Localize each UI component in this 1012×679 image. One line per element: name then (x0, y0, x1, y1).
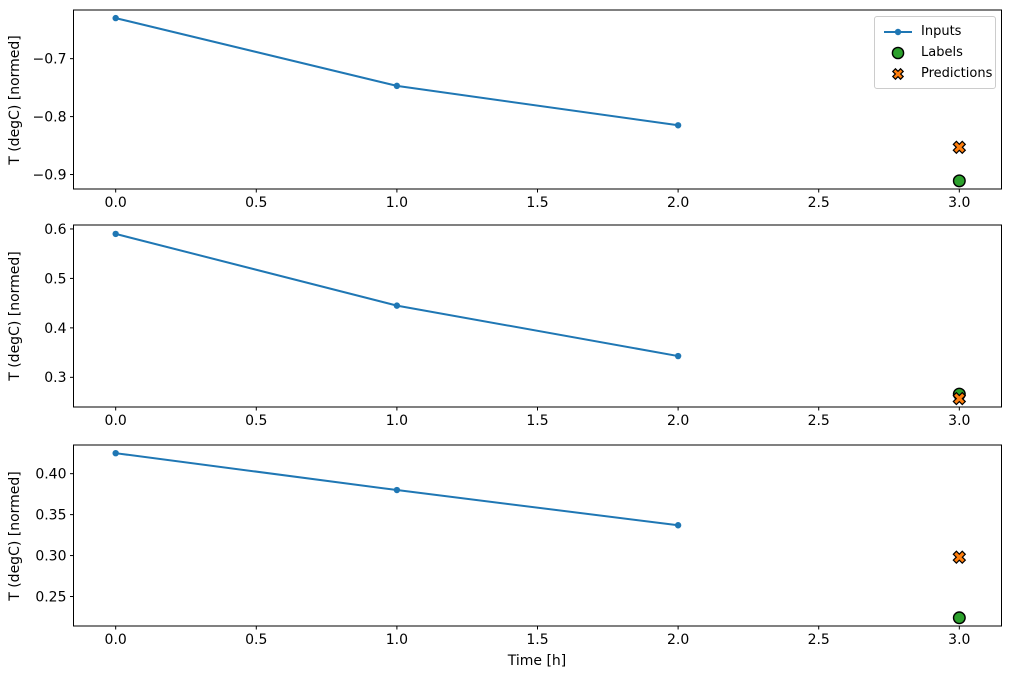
x-tick-label: 2.5 (808, 632, 830, 648)
y-tick-label: 0.35 (35, 508, 66, 524)
inputs-line (115, 232, 679, 358)
inputs-marker (674, 522, 682, 529)
x-tick-label: 0.0 (105, 195, 127, 211)
axes-frame (73, 9, 1002, 190)
y-tick-label: 0.5 (44, 271, 66, 287)
predictions-marker (952, 140, 967, 155)
legend: Inputs Labels Predictions (874, 16, 996, 89)
inputs-marker (393, 486, 401, 494)
inputs-marker (112, 449, 119, 457)
inputs-marker (112, 14, 119, 22)
inputs-marker (112, 230, 119, 238)
legend-label-labels: Labels (921, 45, 963, 60)
y-tick-label: 0.40 (35, 467, 66, 483)
subplot-3: 0.0 0.5 1.0 1.5 2.0 2.5 3.0 0.25 0.30 0.35 0.40 (35, 444, 1002, 648)
inputs-marker (674, 352, 682, 360)
y-axis-label-subplot-1: T (degC) [normed] (7, 34, 23, 165)
x-tick-label: 1.5 (526, 632, 548, 648)
subplot-1: 0.0 0.5 1.0 1.5 2.0 2.5 3.0 −0.7 −0.8 −0.9 (33, 9, 1002, 211)
x-tick-label: 0.5 (245, 632, 267, 648)
y-tick-label: −0.9 (33, 167, 67, 183)
y-tick-label: 0.3 (44, 370, 66, 386)
legend-label-inputs: Inputs (921, 24, 962, 39)
y-tick-label: −0.8 (33, 109, 67, 125)
y-tick-label: 0.6 (44, 222, 66, 238)
legend-label-predictions: Predictions (921, 66, 993, 81)
x-tick-label: 3.0 (948, 632, 970, 648)
x-axis-label: Time [h] (507, 653, 567, 669)
x-tick-label: 3.0 (948, 413, 970, 429)
y-tick-label: 0.25 (35, 589, 66, 605)
x-tick-label: 0.5 (245, 195, 267, 211)
x-tick-label: 2.0 (667, 632, 689, 648)
predictions-x-icon (881, 66, 915, 82)
inputs-marker (393, 302, 401, 309)
inputs-line-icon (881, 24, 915, 40)
x-tick-label: 1.0 (386, 195, 408, 211)
x-tick-label: 1.0 (386, 632, 408, 648)
x-tick-label: 3.0 (948, 195, 970, 211)
x-tick-label: 2.0 (667, 195, 689, 211)
x-tick-label: 0.5 (245, 413, 267, 429)
labels-marker (952, 611, 966, 625)
subplot-2: 0.0 0.5 1.0 1.5 2.0 2.5 3.0 0.3 0.4 0.5 0.6 (44, 222, 1002, 429)
y-tick-label: 0.30 (35, 548, 66, 564)
legend-item-predictions: Predictions (881, 63, 993, 84)
x-tick-label: 0.0 (105, 413, 127, 429)
y-axis-label-subplot-2: T (degC) [normed] (7, 251, 23, 381)
labels-circle-icon (881, 45, 915, 61)
axes-frame (73, 224, 1002, 408)
x-tick-label: 1.0 (386, 413, 408, 429)
y-tick-label: 0.4 (44, 321, 66, 337)
x-tick-label: 1.5 (526, 413, 548, 429)
inputs-marker (674, 122, 682, 129)
labels-marker (952, 174, 966, 188)
predictions-marker (952, 550, 967, 565)
predictions-marker (952, 391, 967, 406)
inputs-marker (393, 82, 401, 90)
x-tick-label: 1.5 (526, 195, 548, 211)
axes-frame (73, 444, 1002, 627)
x-tick-label: 2.5 (808, 413, 830, 429)
y-tick-label: −0.7 (33, 52, 67, 68)
x-tick-label: 0.0 (105, 632, 127, 648)
x-tick-label: 2.5 (808, 195, 830, 211)
inputs-line (115, 17, 679, 127)
y-axis-label-subplot-3: T (degC) [normed] (7, 470, 23, 601)
x-tick-label: 2.0 (667, 413, 689, 429)
legend-item-inputs: Inputs (881, 21, 989, 42)
legend-item-labels: Labels (881, 42, 989, 63)
